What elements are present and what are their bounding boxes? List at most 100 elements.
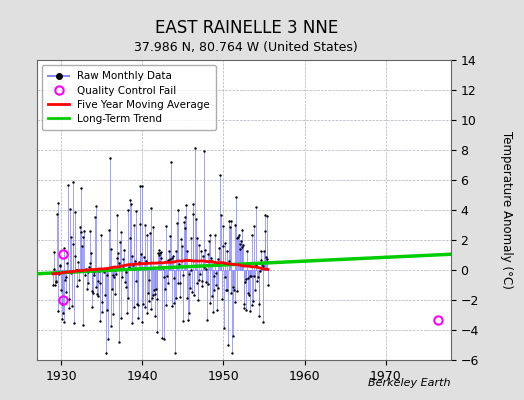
Point <box>199 253 207 259</box>
Point <box>101 292 110 298</box>
Point <box>201 247 209 253</box>
Point <box>108 286 116 292</box>
Point <box>157 254 165 261</box>
Point <box>74 277 83 284</box>
Point <box>74 259 82 265</box>
Point <box>100 267 108 274</box>
Point <box>212 282 221 288</box>
Point <box>131 258 139 264</box>
Point <box>217 296 226 302</box>
Point <box>261 228 269 234</box>
Point <box>198 283 206 290</box>
Point <box>83 269 92 276</box>
Point <box>69 179 77 185</box>
Point <box>135 259 143 265</box>
Point <box>183 248 191 254</box>
Point <box>219 222 227 229</box>
Point <box>151 291 160 297</box>
Point <box>134 302 143 308</box>
Point <box>164 280 172 286</box>
Point <box>205 300 214 306</box>
Point <box>52 278 60 285</box>
Point <box>54 200 62 206</box>
Point <box>173 280 182 286</box>
Point <box>139 254 148 260</box>
Point <box>203 251 212 257</box>
Point <box>118 265 127 271</box>
Point <box>81 272 90 278</box>
Point <box>256 256 265 263</box>
Point <box>221 240 229 246</box>
Point <box>145 298 153 304</box>
Point <box>247 232 256 238</box>
Point <box>262 253 270 260</box>
Point <box>219 242 227 249</box>
Point <box>194 241 203 248</box>
Point <box>167 159 175 165</box>
Point <box>229 332 237 339</box>
Point <box>195 277 204 284</box>
Point <box>243 248 251 254</box>
Point <box>242 306 250 313</box>
Point <box>196 270 204 277</box>
Point <box>124 207 133 213</box>
Point <box>62 289 70 295</box>
Point <box>113 255 122 261</box>
Point <box>155 252 163 258</box>
Point <box>263 256 271 262</box>
Point <box>209 309 217 315</box>
Point <box>70 320 78 327</box>
Point <box>228 349 236 356</box>
Point <box>254 274 262 280</box>
Point <box>247 273 255 279</box>
Point <box>237 244 246 250</box>
Point <box>115 260 124 266</box>
Point <box>208 293 216 300</box>
Point <box>192 216 200 222</box>
Point <box>159 265 167 272</box>
Point <box>214 256 223 262</box>
Point <box>233 235 242 242</box>
Point <box>153 296 161 302</box>
Point <box>143 310 151 317</box>
Point <box>92 203 100 209</box>
Point <box>148 294 156 301</box>
Point <box>223 248 232 254</box>
Point <box>168 255 177 262</box>
Point <box>84 280 92 286</box>
Point <box>64 296 73 302</box>
Point <box>94 293 103 299</box>
Point <box>90 269 99 275</box>
Point <box>180 218 188 225</box>
Point <box>263 213 271 219</box>
Point <box>140 304 149 310</box>
Point <box>59 310 67 316</box>
Point <box>241 278 249 285</box>
Y-axis label: Temperature Anomaly (°C): Temperature Anomaly (°C) <box>499 131 512 289</box>
Point <box>150 286 158 293</box>
Point <box>244 275 253 282</box>
Point <box>85 260 94 266</box>
Point <box>97 232 105 238</box>
Point <box>90 272 98 278</box>
Point <box>168 303 176 310</box>
Point <box>238 226 246 233</box>
Point <box>75 267 83 274</box>
Point <box>93 277 102 284</box>
Text: 37.986 N, 80.764 W (United States): 37.986 N, 80.764 W (United States) <box>134 42 358 54</box>
Point <box>57 286 66 293</box>
Point <box>260 248 268 254</box>
Point <box>203 317 211 324</box>
Point <box>125 197 134 204</box>
Point <box>227 289 236 296</box>
Point <box>105 265 113 272</box>
Point <box>165 247 173 254</box>
Point <box>144 290 152 297</box>
Point <box>188 289 196 296</box>
Point <box>171 349 179 356</box>
Point <box>138 183 147 189</box>
Point <box>123 310 131 316</box>
Point <box>161 302 170 308</box>
Point <box>194 297 202 304</box>
Point <box>222 287 230 293</box>
